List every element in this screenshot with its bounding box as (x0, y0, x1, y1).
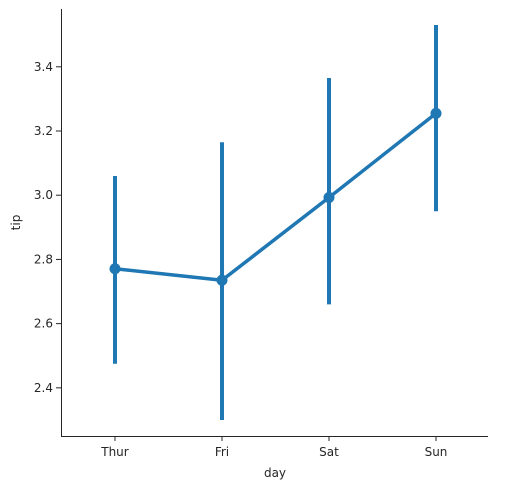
points (109, 107, 442, 286)
y-tick-label: 3.2 (34, 124, 53, 138)
error-bars (113, 25, 438, 420)
axes (61, 9, 488, 437)
x-tick-label: Fri (215, 445, 229, 459)
x-tick-label: Sun (425, 445, 448, 459)
y-tick-label: 2.4 (34, 381, 53, 395)
y-axis-label: tip (9, 215, 23, 231)
y-tick-label: 2.6 (34, 317, 53, 331)
y-tick-label: 3.0 (34, 188, 53, 202)
y-ticks: 2.4 2.6 2.8 3.0 3.2 3.4 (34, 60, 61, 395)
y-tick-label: 2.8 (34, 252, 53, 266)
x-ticks: Thur Fri Sat Sun (100, 436, 447, 459)
y-tick-label: 3.4 (34, 60, 53, 74)
data-point (216, 274, 228, 286)
series-line-layer (114, 111, 438, 283)
x-axis-label: day (264, 466, 286, 480)
data-point (109, 263, 121, 275)
data-point (430, 107, 442, 119)
x-tick-label: Thur (100, 445, 129, 459)
series-line (114, 111, 438, 283)
data-point (323, 191, 335, 203)
x-tick-label: Sat (319, 445, 339, 459)
